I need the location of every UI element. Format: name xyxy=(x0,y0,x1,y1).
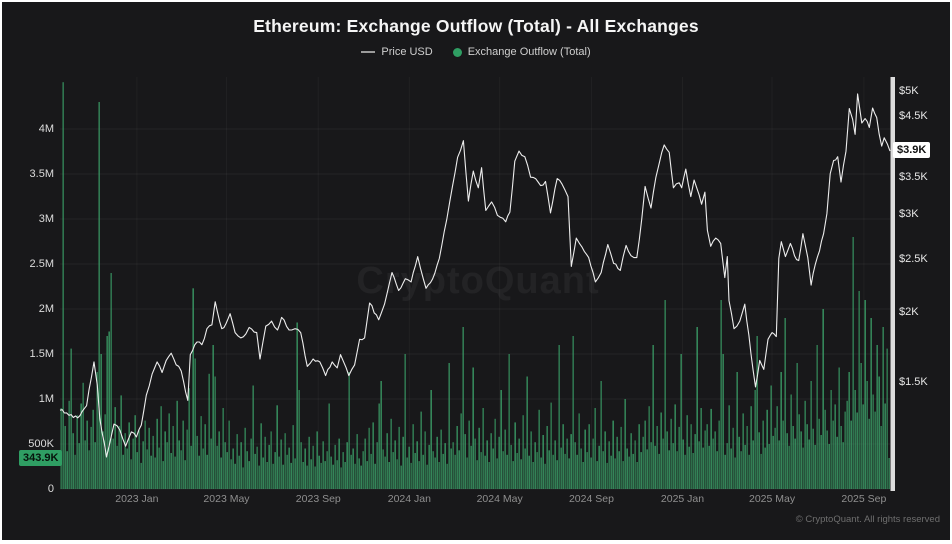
chart-title: Ethereum: Exchange Outflow (Total) - All… xyxy=(253,16,699,36)
outflow-bars xyxy=(60,82,890,489)
legend-label-outflow: Exchange Outflow (Total) xyxy=(467,46,591,58)
price-legend-line-icon xyxy=(361,51,376,53)
legend-item-price[interactable]: Price USD xyxy=(361,46,433,58)
price-line xyxy=(59,93,891,458)
legend-label-price: Price USD xyxy=(381,46,433,58)
legend-item-outflow[interactable]: Exchange Outflow (Total) xyxy=(452,46,591,58)
watermark: CryptoQuant xyxy=(356,260,600,302)
gridlines xyxy=(60,77,890,490)
outflow-legend-dot-icon xyxy=(452,47,462,57)
copyright-text: © CryptoQuant. All rights reserved xyxy=(795,514,940,525)
chart-legend: Price USD Exchange Outflow (Total) xyxy=(2,46,950,58)
right-axis-strip xyxy=(890,77,895,491)
